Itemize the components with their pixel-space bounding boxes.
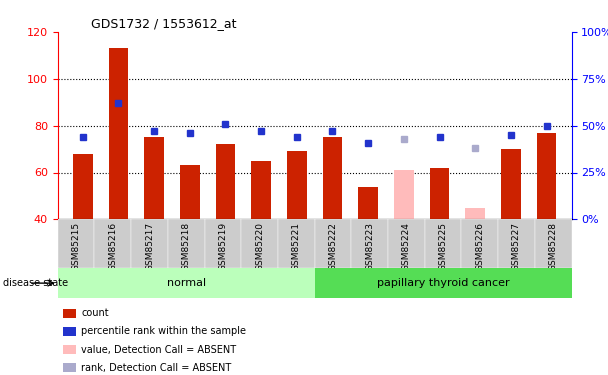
Text: GSM85226: GSM85226 [475, 222, 485, 271]
Bar [388, 219, 425, 268]
Bar [63, 345, 76, 354]
Bar [94, 219, 131, 268]
Bar [58, 219, 94, 268]
Bar [498, 219, 535, 268]
Bar [180, 165, 199, 219]
Text: GSM85227: GSM85227 [512, 222, 521, 271]
Bar [287, 152, 306, 219]
Text: GSM85223: GSM85223 [365, 222, 374, 271]
Bar [131, 219, 168, 268]
Text: papillary thyroid cancer: papillary thyroid cancer [377, 278, 510, 288]
Bar [535, 219, 572, 268]
Text: GSM85218: GSM85218 [182, 222, 191, 271]
Bar [465, 208, 485, 219]
Text: GSM85228: GSM85228 [548, 222, 558, 271]
Bar [63, 327, 76, 336]
Bar [168, 219, 204, 268]
Bar [58, 268, 315, 298]
Text: GSM85224: GSM85224 [402, 222, 411, 271]
Text: percentile rank within the sample: percentile rank within the sample [81, 327, 246, 336]
Bar [109, 48, 128, 219]
Bar [144, 137, 164, 219]
Bar [430, 168, 449, 219]
Text: GSM85217: GSM85217 [145, 222, 154, 271]
Bar [394, 170, 413, 219]
Bar [425, 219, 461, 268]
Bar [351, 219, 388, 268]
Text: GSM85220: GSM85220 [255, 222, 264, 271]
Bar [358, 187, 378, 219]
Text: rank, Detection Call = ABSENT: rank, Detection Call = ABSENT [81, 363, 231, 372]
Bar [501, 149, 520, 219]
Bar [278, 219, 315, 268]
Text: GSM85219: GSM85219 [218, 222, 227, 271]
Bar [63, 309, 76, 318]
Text: GSM85222: GSM85222 [328, 222, 337, 271]
Bar [315, 219, 351, 268]
Bar [323, 137, 342, 219]
Text: value, Detection Call = ABSENT: value, Detection Call = ABSENT [81, 345, 236, 354]
Text: GSM85216: GSM85216 [108, 222, 117, 271]
Text: count: count [81, 309, 109, 318]
Bar [73, 154, 92, 219]
Text: GSM85221: GSM85221 [292, 222, 301, 271]
Text: GSM85225: GSM85225 [438, 222, 447, 271]
Bar [216, 144, 235, 219]
Bar [315, 268, 572, 298]
Text: normal: normal [167, 278, 206, 288]
Bar [241, 219, 278, 268]
Bar [251, 161, 271, 219]
Bar [461, 219, 498, 268]
Bar [204, 219, 241, 268]
Text: GDS1732 / 1553612_at: GDS1732 / 1553612_at [91, 17, 237, 30]
Text: GSM85215: GSM85215 [72, 222, 81, 271]
Bar [63, 363, 76, 372]
Text: disease state: disease state [3, 278, 68, 288]
Bar [537, 133, 556, 219]
